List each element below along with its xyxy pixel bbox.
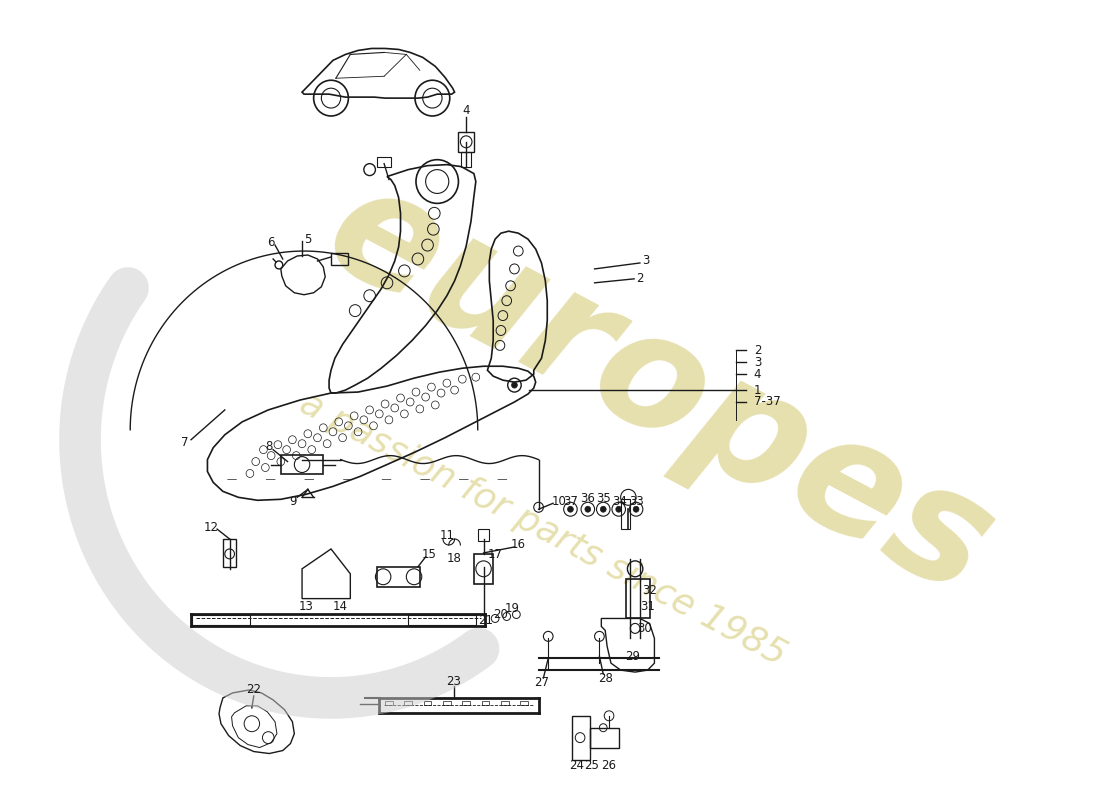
Text: 34: 34 [613, 494, 627, 508]
Text: 6: 6 [267, 236, 275, 249]
Bar [408, 614, 476, 626]
Text: 3: 3 [642, 254, 649, 267]
Text: 37: 37 [563, 494, 578, 508]
Bar [500, 701, 508, 705]
Bar [474, 554, 493, 584]
Bar [443, 701, 451, 705]
Circle shape [634, 506, 639, 512]
Circle shape [616, 506, 622, 512]
Text: 4: 4 [754, 368, 761, 381]
Text: 19: 19 [505, 602, 520, 615]
Text: 25: 25 [584, 759, 600, 772]
Bar [461, 152, 471, 166]
Text: 3: 3 [754, 356, 761, 369]
Text: 36: 36 [581, 492, 595, 505]
Bar [377, 157, 390, 166]
Bar [626, 578, 650, 618]
Bar [192, 614, 250, 626]
Text: 33: 33 [629, 494, 644, 508]
Text: 21: 21 [478, 614, 493, 627]
Text: 17: 17 [487, 549, 503, 562]
Text: 10: 10 [551, 494, 566, 508]
Text: 20: 20 [494, 608, 508, 621]
Text: 26: 26 [602, 759, 617, 772]
Text: 18: 18 [448, 552, 462, 566]
Text: a passion for parts since 1985: a passion for parts since 1985 [295, 386, 792, 672]
Text: europes: europes [301, 150, 1018, 630]
Text: 32: 32 [642, 584, 657, 597]
Text: 2: 2 [754, 344, 761, 357]
Text: 4: 4 [462, 103, 470, 117]
Circle shape [585, 506, 591, 512]
Text: 22: 22 [246, 683, 262, 697]
Text: 31: 31 [640, 600, 656, 613]
Text: 12: 12 [204, 521, 219, 534]
Bar [405, 701, 412, 705]
Text: 7-37: 7-37 [754, 395, 781, 409]
Text: 5: 5 [305, 233, 311, 246]
Bar [280, 454, 323, 474]
Bar [620, 499, 630, 529]
Bar [424, 701, 431, 705]
Bar [459, 132, 474, 152]
Text: 23: 23 [447, 674, 461, 687]
Text: 27: 27 [534, 675, 549, 689]
Bar [462, 701, 470, 705]
Bar [377, 567, 420, 586]
Text: 24: 24 [569, 759, 584, 772]
Circle shape [601, 506, 606, 512]
Text: 28: 28 [597, 671, 613, 685]
Bar [572, 716, 590, 761]
Bar [590, 728, 618, 747]
Bar [223, 539, 236, 567]
Text: 13: 13 [298, 600, 314, 613]
Text: 30: 30 [637, 622, 652, 635]
Circle shape [568, 506, 573, 512]
Text: 35: 35 [596, 492, 611, 505]
Text: 2: 2 [636, 272, 644, 286]
Bar [520, 701, 528, 705]
Text: 15: 15 [422, 549, 437, 562]
Text: 9: 9 [289, 494, 297, 508]
Text: 11: 11 [439, 529, 454, 542]
Text: 14: 14 [333, 600, 349, 613]
Text: 1: 1 [754, 383, 761, 397]
Bar [477, 529, 490, 541]
Text: 29: 29 [625, 650, 640, 662]
Text: 7: 7 [180, 436, 188, 450]
Bar [385, 701, 393, 705]
Bar [331, 253, 349, 265]
Bar [482, 701, 490, 705]
Text: 16: 16 [510, 538, 526, 551]
Circle shape [512, 382, 517, 388]
Text: 8: 8 [265, 440, 273, 453]
